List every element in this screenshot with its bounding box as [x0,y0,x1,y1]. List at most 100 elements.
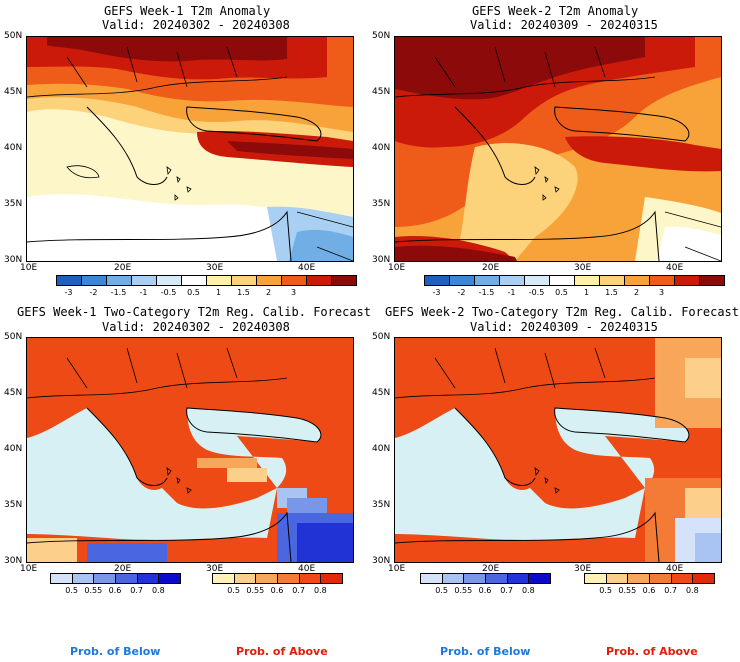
lat-label: 45N [4,87,23,97]
map-graphic [27,338,353,562]
footer-prob-below-label: Prob. of Below [440,645,531,658]
colorbar-swatch [506,573,530,584]
colorbar-swatch [277,573,300,584]
colorbar-tick-label: 0.55 [84,586,103,595]
colorbar-tick-label: -1.5 [110,288,127,297]
colorbar-swatch [441,573,465,584]
lat-label: 30N [4,556,23,566]
colorbar-swatch [649,275,675,286]
colorbar-tick-label: 0.5 [599,586,613,595]
lon-label: 30E [206,263,224,273]
map-graphic [395,338,721,562]
colorbar-tick-label: 0.5 [435,586,449,595]
colorbar-swatch [256,275,282,286]
colorbar-swatch [424,275,450,286]
colorbar-tick-label: 0.7 [130,586,144,595]
colorbar-tick-label: -1 [139,288,148,297]
anomaly-map-week1 [26,36,354,262]
lon-label: 30E [206,564,224,574]
colorbar-swatch [115,573,138,584]
footer-prob-above-label: Prob. of Above [236,645,328,658]
colorbar-swatch [281,275,307,286]
colorbar-swatch [605,573,629,584]
colorbar-swatch [485,573,508,584]
colorbar-tick-label: -0.5 [528,288,545,297]
colorbar-swatch [136,573,160,584]
colorbar-swatch [528,573,551,584]
lat-label: 35N [372,199,391,209]
colorbar-tick-label: -3 [432,288,441,297]
colorbar-swatch [649,573,672,584]
lat-label: 40N [372,143,391,153]
colorbar-swatch [420,573,443,584]
lat-label: 45N [372,388,391,398]
panel-title: GEFS Week-1 T2m Anomaly [104,4,271,18]
lat-label: 35N [4,500,23,510]
colorbar-swatch [255,573,278,584]
lat-label: 50N [4,31,23,41]
colorbar-tick-label: 1 [583,288,590,297]
colorbar-tick-label: 0.6 [270,586,284,595]
anomaly-colorbar: -3 -2 -1.5 -1 -0.5 0.5 1 1.5 2 3 [424,275,725,299]
colorbar-tick-label: 0.8 [685,586,699,595]
panel-valid: Valid: 20240302 - 20240308 [102,320,290,334]
colorbar-tick-label: 1.5 [605,288,618,297]
colorbar-tick-label: 0.7 [664,586,678,595]
lat-label: 30N [372,556,391,566]
colorbar-tick-label: 0.5 [227,586,241,595]
colorbar-swatch [298,573,322,584]
colorbar-swatch [449,275,475,286]
lat-label: 50N [372,332,391,342]
colorbar-swatch [627,573,650,584]
lat-label: 30N [4,255,23,265]
colorbar-swatch [181,275,207,286]
colorbar-swatch [93,573,116,584]
lon-label: 40E [298,564,316,574]
colorbar-swatch [674,275,700,286]
colorbar-swatch [524,275,550,286]
colorbar-tick-label: 3 [658,288,665,297]
panel-title: GEFS Week-2 T2m Anomaly [472,4,639,18]
colorbar-swatch [106,275,132,286]
map-graphic [395,37,721,261]
colorbar-tick-label: 0.6 [478,586,492,595]
colorbar-swatch [231,275,257,286]
lon-label: 40E [666,263,684,273]
colorbar-tick-label: 0.6 [642,586,656,595]
lon-label: 10E [388,263,406,273]
colorbar-tick-label: 0.5 [555,288,568,297]
footer-prob-below-label: Prob. of Below [70,645,161,658]
lat-label: 40N [372,444,391,454]
colorbar-swatch [549,275,575,286]
colorbar-swatch [50,573,73,584]
colorbar-tick-label: 0.8 [151,586,165,595]
prob-below-colorbar: 0.5 0.55 0.6 0.7 0.8 [50,573,181,597]
probability-map-week2 [394,337,722,563]
colorbar-swatch [320,573,343,584]
colorbar-tick-label: 0.8 [521,586,535,595]
colorbar-swatch [599,275,625,286]
panel-title: GEFS Week-2 Two-Category T2m Reg. Calib.… [385,305,740,319]
colorbar-tick-label: 2 [265,288,272,297]
footer-prob-above-label: Prob. of Above [606,645,698,658]
prob-above-colorbar: 0.5 0.55 0.6 0.7 0.8 [212,573,343,597]
anomaly-colorbar: -3 -2 -1.5 -1 -0.5 0.5 1 1.5 2 3 [56,275,357,299]
colorbar-swatch [71,573,95,584]
colorbar-swatch [474,275,500,286]
lat-label: 50N [4,332,23,342]
prob-above-colorbar: 0.5 0.55 0.6 0.7 0.8 [584,573,715,597]
colorbar-tick-label: 3 [290,288,297,297]
lon-label: 10E [388,564,406,574]
colorbar-tick-label: 0.7 [292,586,306,595]
lon-label: 30E [574,564,592,574]
lon-label: 10E [20,263,38,273]
panel-valid: Valid: 20240302 - 20240308 [102,18,290,32]
anomaly-map-week2 [394,36,722,262]
lon-label: 30E [574,263,592,273]
colorbar-tick-label: -3 [64,288,73,297]
colorbar-swatch [499,275,525,286]
colorbar-tick-label: 1 [215,288,222,297]
colorbar-tick-label: 0.55 [618,586,637,595]
colorbar-swatch [131,275,157,286]
colorbar-swatch [463,573,486,584]
